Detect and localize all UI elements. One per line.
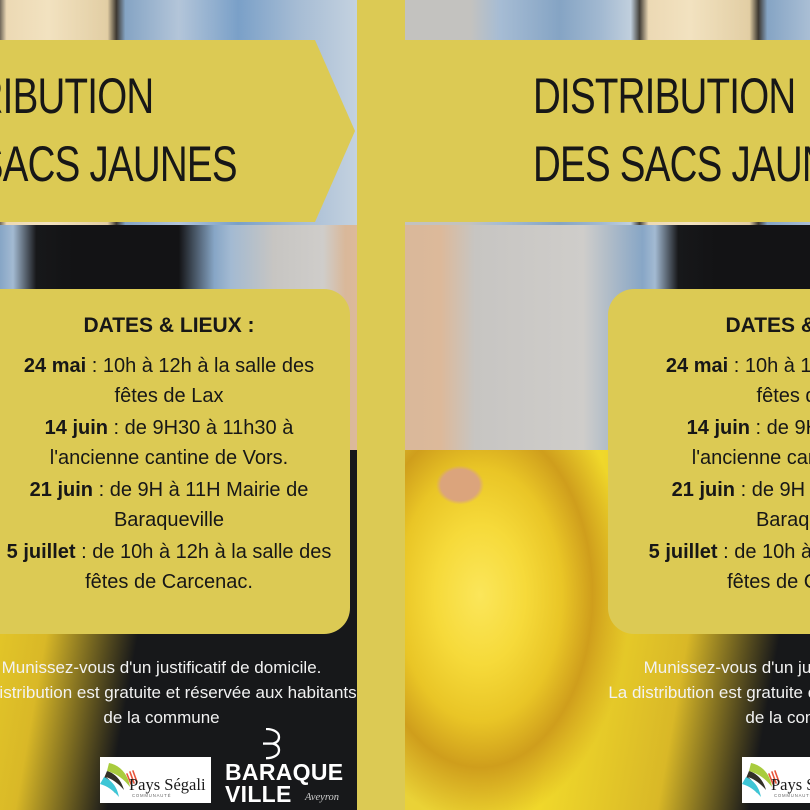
svg-text:Pays Ségali: Pays Ségali [771, 775, 810, 794]
svg-text:COMMUNAUTÉ: COMMUNAUTÉ [774, 793, 810, 798]
svg-text:Aveyron: Aveyron [304, 792, 339, 803]
svg-text:VILLE: VILLE [225, 781, 292, 807]
svg-text:Pays Ségali: Pays Ségali [129, 775, 206, 794]
svg-text:COMMUNAUTÉ: COMMUNAUTÉ [132, 793, 171, 798]
